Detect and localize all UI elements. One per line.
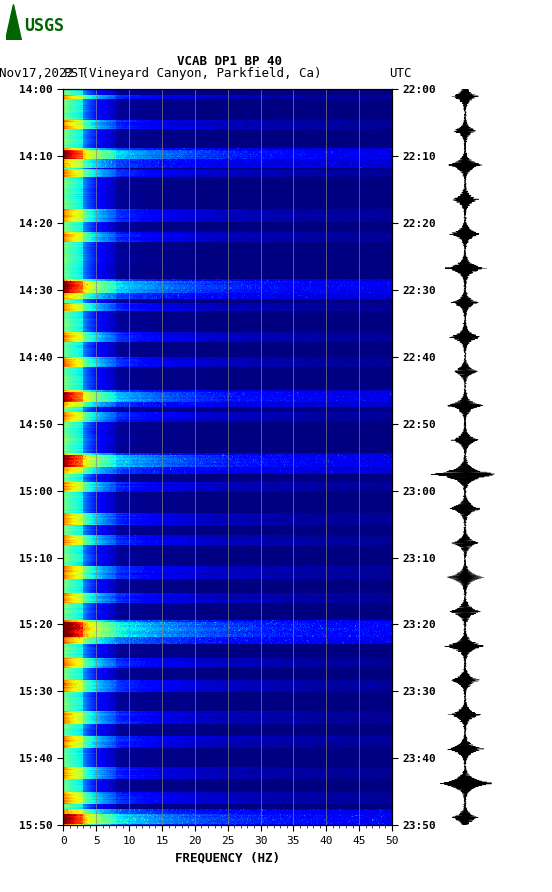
Text: USGS: USGS [24,17,64,35]
X-axis label: FREQUENCY (HZ): FREQUENCY (HZ) [175,851,280,864]
Polygon shape [6,4,22,40]
Text: Nov17,2022 (Vineyard Canyon, Parkfield, Ca): Nov17,2022 (Vineyard Canyon, Parkfield, … [0,67,321,80]
Text: UTC: UTC [389,67,412,80]
Text: PST: PST [63,67,86,80]
Text: VCAB DP1 BP 40: VCAB DP1 BP 40 [177,54,282,68]
